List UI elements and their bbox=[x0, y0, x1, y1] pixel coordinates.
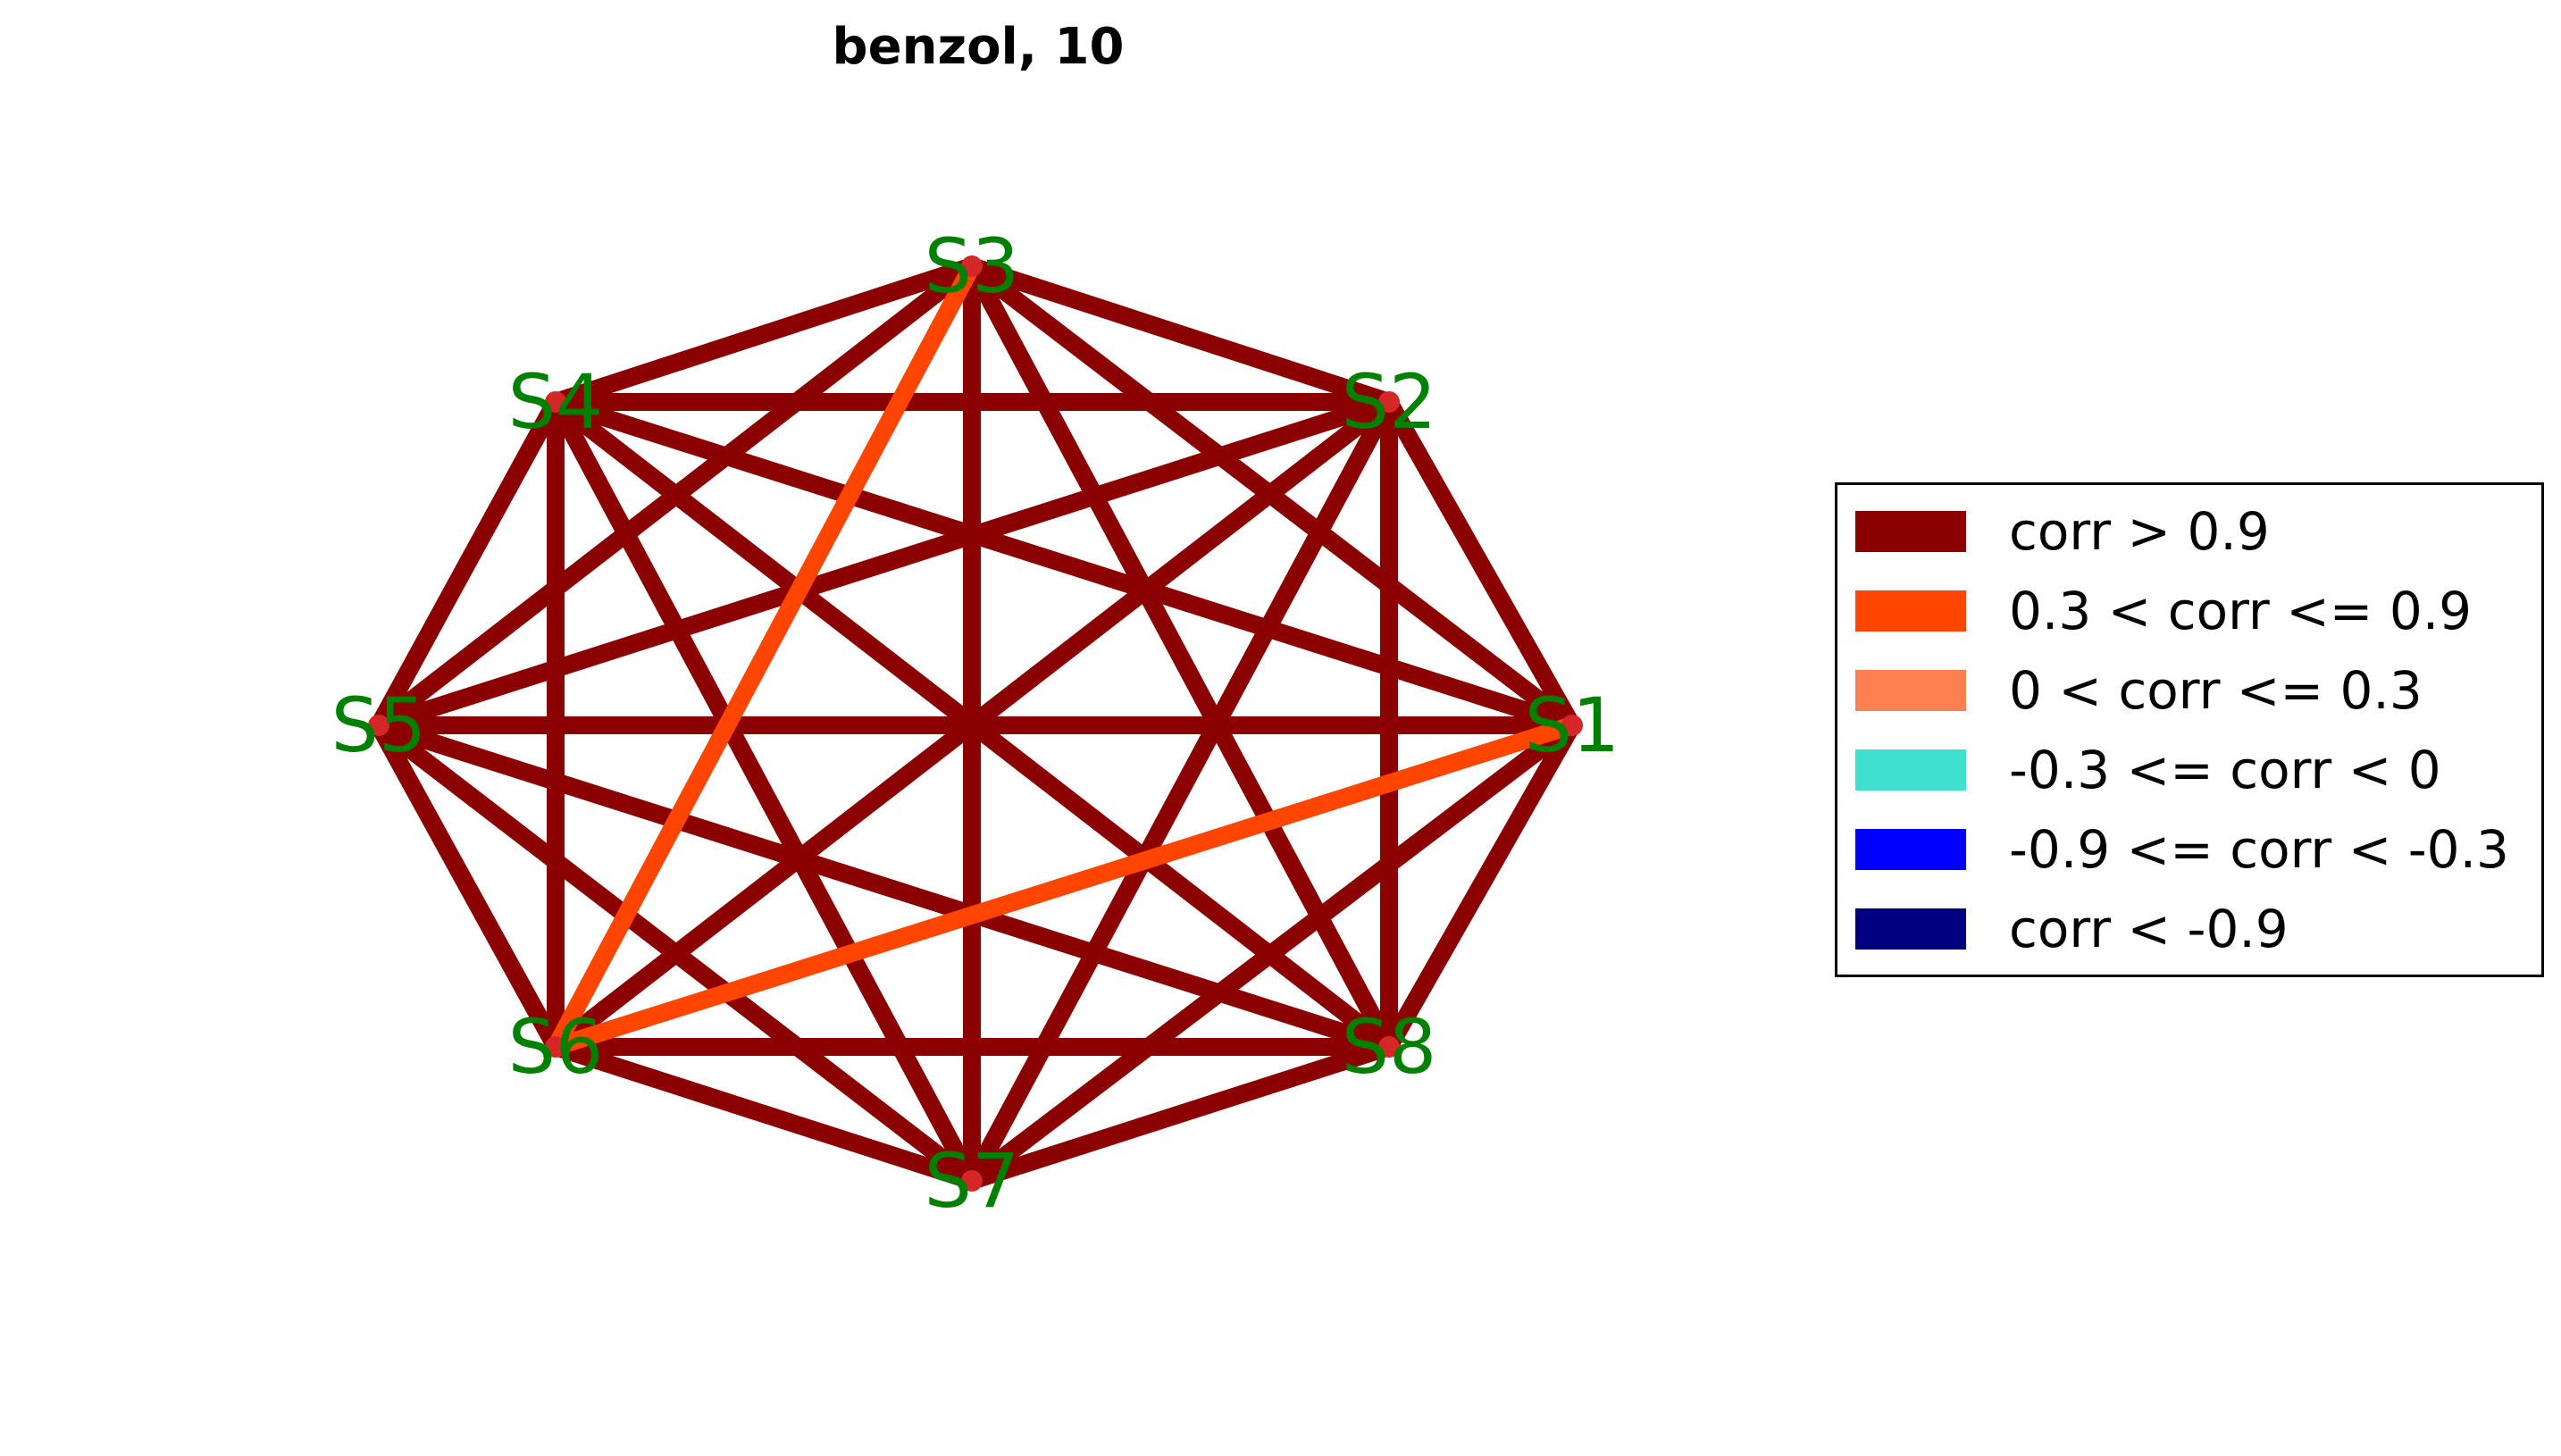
edge-s4-s5 bbox=[371, 397, 564, 730]
edges-layer bbox=[371, 257, 1580, 1190]
node-s3-dot bbox=[961, 255, 983, 277]
node-label-s3: S3 bbox=[925, 222, 1020, 310]
legend-swatch bbox=[1855, 670, 1966, 711]
edge-s5-s8 bbox=[375, 716, 1393, 1056]
legend-item-0: corr > 0.9 bbox=[1855, 496, 2270, 567]
node-s4-dot bbox=[545, 391, 566, 413]
legend: corr > 0.9 0.3 < corr <= 0.9 0 < corr <=… bbox=[1835, 482, 2544, 977]
node-label-s4: S4 bbox=[508, 358, 604, 446]
node-s2-dot bbox=[1378, 391, 1400, 413]
edge-s1-s8 bbox=[1381, 721, 1580, 1051]
legend-swatch bbox=[1855, 511, 1966, 552]
edge-s2-s3 bbox=[968, 257, 1393, 411]
node-s1-dot bbox=[1561, 715, 1583, 736]
edge-s7-s8 bbox=[968, 1038, 1393, 1190]
node-label-s7: S7 bbox=[925, 1137, 1020, 1225]
node-label-s8: S8 bbox=[1342, 1003, 1437, 1091]
edge-s3-s8 bbox=[964, 262, 1397, 1051]
legend-swatch bbox=[1855, 908, 1966, 950]
legend-swatch bbox=[1855, 749, 1966, 791]
legend-label: corr < -0.9 bbox=[2009, 899, 2289, 959]
legend-label: -0.3 <= corr < 0 bbox=[2009, 740, 2441, 800]
edge-s5-s7 bbox=[372, 718, 978, 1188]
nodes-layer: S1 S2 S3 S4 S5 S6 S7 S8 bbox=[331, 222, 1620, 1225]
edge-s4-s8 bbox=[549, 395, 1395, 1054]
edge-s3-s4 bbox=[552, 257, 975, 411]
node-s7-dot bbox=[961, 1170, 983, 1192]
legend-item-3: -0.3 <= corr < 0 bbox=[1855, 734, 2441, 806]
legend-label: corr > 0.9 bbox=[2009, 501, 2270, 562]
node-label-s1: S1 bbox=[1525, 682, 1620, 769]
node-s6-dot bbox=[545, 1036, 566, 1058]
legend-label: 0 < corr <= 0.3 bbox=[2009, 660, 2423, 721]
edge-s1-s2 bbox=[1381, 397, 1580, 730]
legend-item-2: 0 < corr <= 0.3 bbox=[1855, 655, 2423, 726]
legend-label: 0.3 < corr <= 0.9 bbox=[2009, 581, 2473, 641]
legend-item-5: corr < -0.9 bbox=[1855, 893, 2289, 965]
node-label-s6: S6 bbox=[508, 1003, 604, 1091]
edge-s6-s7 bbox=[552, 1038, 975, 1190]
node-s8-dot bbox=[1378, 1036, 1400, 1058]
chart-title: benzol, 10 bbox=[832, 18, 1125, 76]
node-label-s2: S2 bbox=[1342, 358, 1437, 446]
node-s5-dot bbox=[368, 715, 389, 736]
legend-swatch bbox=[1855, 829, 1966, 870]
legend-swatch bbox=[1855, 590, 1966, 632]
legend-item-1: 0.3 < corr <= 0.9 bbox=[1855, 575, 2472, 647]
edge-s1-s6 bbox=[552, 716, 1576, 1056]
edge-s5-s6 bbox=[371, 721, 564, 1051]
legend-label: -0.9 <= corr < -0.3 bbox=[2009, 819, 2509, 880]
node-label-s5: S5 bbox=[331, 682, 427, 769]
legend-item-4: -0.9 <= corr < -0.3 bbox=[1855, 814, 2509, 885]
edge-s3-s6 bbox=[548, 262, 980, 1051]
